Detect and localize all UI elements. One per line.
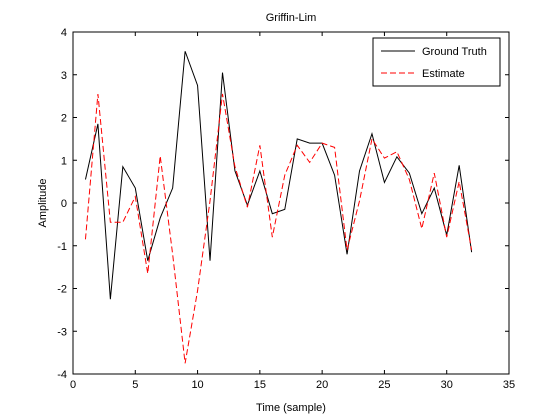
x-tick-label: 0: [70, 379, 76, 391]
x-axis-title: Time (sample): [256, 402, 326, 414]
y-tick-label: -3: [57, 326, 67, 338]
x-tick-label: 35: [503, 379, 515, 391]
x-tick-label: 15: [254, 379, 266, 391]
x-tick-label: 10: [191, 379, 203, 391]
chart-title: Griffin-Lim: [266, 12, 317, 24]
legend-estimate-label: Estimate: [422, 68, 465, 80]
x-tick-label: 25: [378, 379, 390, 391]
y-tick-label: -4: [57, 369, 67, 381]
legend-ground-truth-label: Ground Truth: [422, 46, 487, 58]
x-tick-label: 20: [316, 379, 328, 391]
legend-box: [372, 37, 501, 87]
y-tick-label: 2: [61, 113, 67, 125]
y-tick-label: -2: [57, 284, 67, 296]
y-tick-label: -1: [57, 241, 67, 253]
y-tick-label: 0: [61, 198, 67, 210]
legend: Ground Truth Estimate: [372, 37, 501, 87]
x-tick-label: 5: [132, 379, 138, 391]
series-line-ground-truth: [84, 51, 473, 300]
y-tick-label: 3: [61, 70, 67, 82]
series-layer: [84, 51, 473, 364]
x-tick-label: 30: [441, 379, 453, 391]
y-tick-label: 4: [61, 27, 67, 39]
series-line-estimate: [84, 93, 473, 364]
y-tick-label: 1: [61, 155, 67, 167]
ticks-layer: 0 5 10 15 20 25 30 35 -4 -3 -2 -1 0 1 2 3 4: [57, 27, 515, 391]
plot-area: [72, 31, 510, 375]
y-axis-title: Amplitude: [37, 179, 49, 228]
